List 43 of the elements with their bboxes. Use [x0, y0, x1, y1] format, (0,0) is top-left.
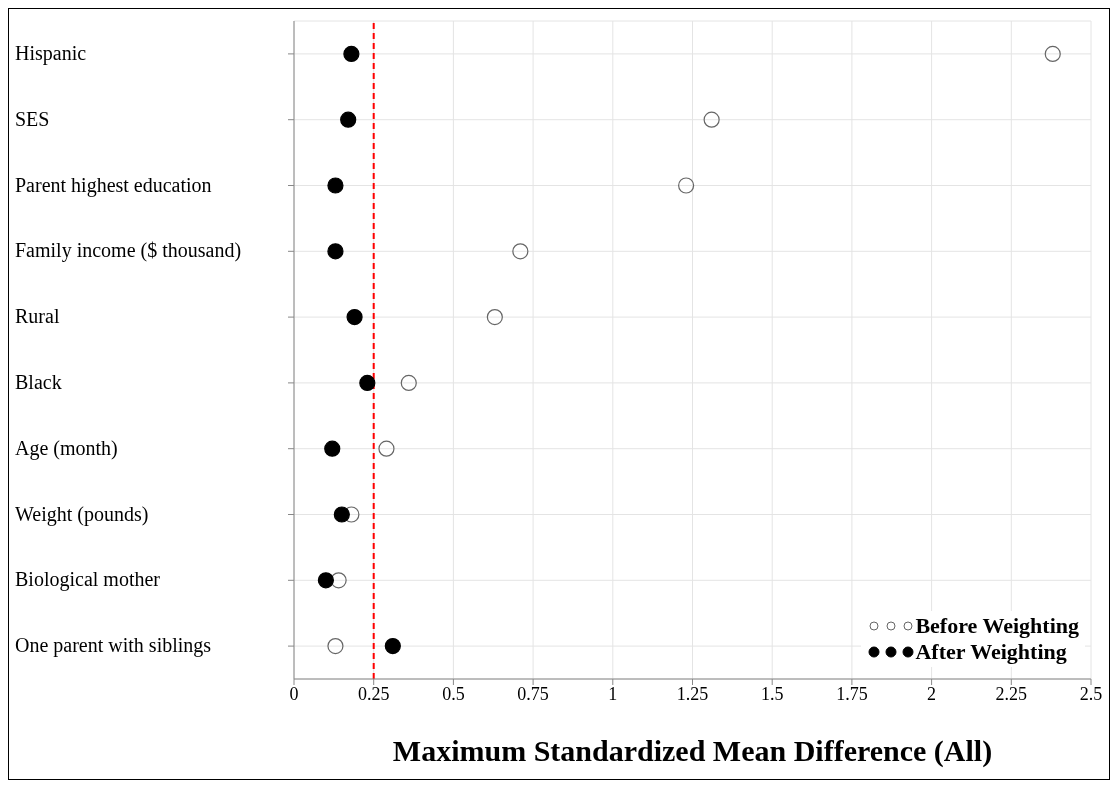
point	[512, 243, 529, 260]
y-tick-label: Parent highest education	[15, 173, 212, 197]
point	[1044, 45, 1061, 62]
point	[486, 309, 503, 326]
point	[340, 111, 357, 128]
point	[346, 309, 363, 326]
point	[330, 572, 347, 589]
x-tick-label: 1.5	[760, 683, 784, 704]
x-tick-label: 2	[927, 683, 937, 704]
point	[378, 440, 395, 457]
x-tick-label: 0.25	[357, 683, 390, 704]
point	[359, 374, 376, 391]
y-tick-label: Biological mother	[15, 568, 161, 592]
y-tick-label: One parent with siblings	[15, 634, 212, 658]
point	[400, 374, 417, 391]
point	[343, 45, 360, 62]
x-tick-label: 1.75	[836, 683, 868, 704]
x-tick-label: 0	[289, 683, 299, 704]
legend-label: After Weighting	[915, 639, 1067, 665]
x-tick-label: 1	[608, 683, 618, 704]
point	[327, 243, 344, 260]
point	[324, 440, 341, 457]
point	[703, 111, 720, 128]
point	[317, 572, 334, 589]
legend-label: Before Weighting	[915, 613, 1079, 639]
point	[327, 177, 344, 194]
x-tick-label: 0.5	[442, 683, 465, 704]
x-axis-title: Maximum Standardized Mean Difference (All)	[392, 734, 993, 768]
point	[678, 177, 695, 194]
point	[327, 638, 344, 655]
point	[384, 638, 401, 655]
y-tick-label: Black	[15, 370, 62, 393]
y-tick-label: Weight (pounds)	[15, 502, 149, 526]
x-tick-label: 2.25	[995, 683, 1028, 704]
y-tick-label: SES	[15, 107, 50, 130]
y-tick-label: Hispanic	[15, 41, 87, 65]
x-tick-label: 1.25	[676, 683, 709, 704]
x-tick-label: 2.5	[1079, 683, 1103, 704]
y-tick-label: Rural	[15, 305, 60, 328]
point	[333, 506, 350, 523]
y-tick-label: Family income ($ thousand)	[15, 239, 242, 263]
y-tick-label: Age (month)	[15, 436, 118, 460]
x-tick-label: 0.75	[517, 683, 549, 704]
